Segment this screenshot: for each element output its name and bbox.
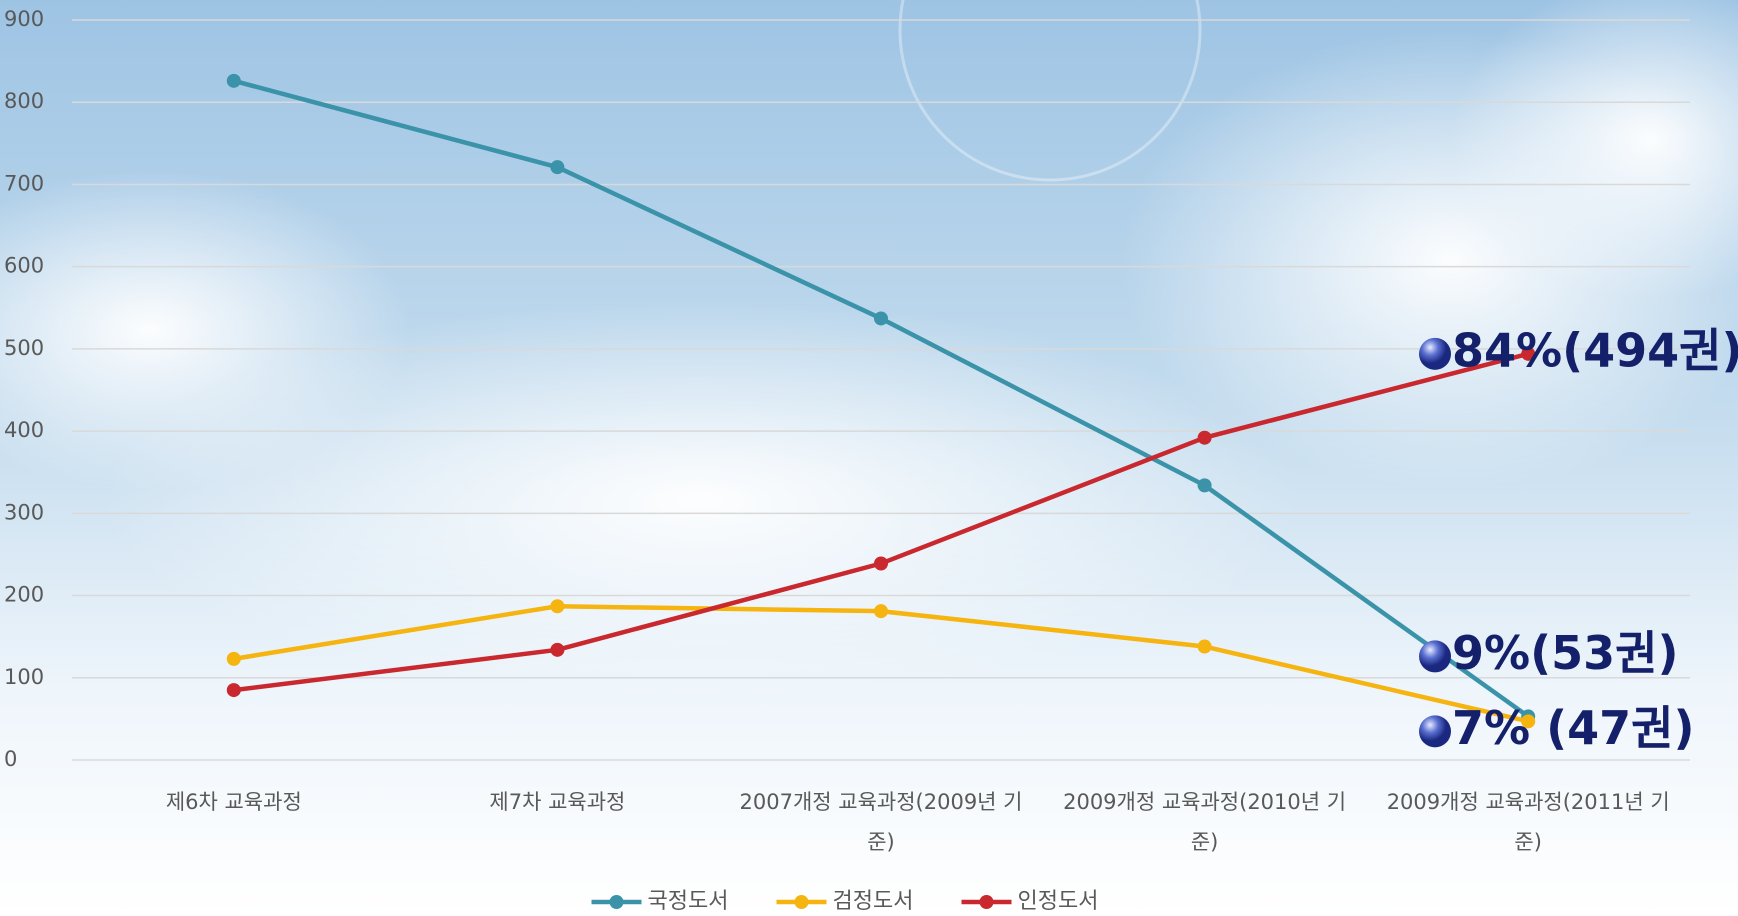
data-point [550,599,564,613]
data-point [1198,478,1212,492]
data-point [1198,431,1212,445]
y-tick-label: 400 [4,418,44,442]
annotation-bullet [1419,640,1451,672]
data-point [874,311,888,325]
x-tick-label: 2009개정 교육과정(2011년 기준) [1378,782,1678,862]
x-tick-label: 제6차 교육과정 [84,782,384,822]
data-point [227,652,241,666]
annotation-bullet [1419,338,1451,370]
cloud [100,300,1300,700]
annotation: 7% (47권) [1452,701,1695,755]
page: 0 100 200 300 400 500 600 700 800 900 84%(494권) 9%(… [0,0,1738,916]
legend-marker [795,895,809,909]
y-tick-label: 500 [4,336,44,360]
y-tick-label: 700 [4,171,44,195]
chart: 0 100 200 300 400 500 600 700 800 900 84%(494권) 9%(… [0,0,1738,916]
data-point [874,556,888,570]
data-point [550,643,564,657]
data-point [1198,640,1212,654]
annotation-bullet [1419,715,1451,747]
y-tick-label: 0 [4,747,17,771]
legend-label: 국정도서 [648,889,729,914]
annotation: 9%(53권) [1452,626,1678,680]
y-tick-label: 900 [4,7,44,31]
y-tick-label: 300 [4,500,44,524]
x-tick-label: 제7차 교육과정 [407,782,707,822]
y-tick-label: 800 [4,89,44,113]
data-point [874,604,888,618]
legend-marker [980,895,994,909]
y-tick-label: 100 [4,665,44,689]
data-point [227,74,241,88]
legend-label: 검정도서 [833,889,914,914]
y-tick-label: 600 [4,254,44,278]
legend-label: 인정도서 [1018,889,1099,914]
annotation: 84%(494권) [1452,323,1738,377]
legend-marker [610,895,624,909]
data-point [550,160,564,174]
y-tick-label: 200 [4,583,44,607]
data-point [227,683,241,697]
x-tick-label: 2009개정 교육과정(2010년 기준) [1055,782,1355,862]
x-tick-label: 2007개정 교육과정(2009년 기준) [731,782,1031,862]
